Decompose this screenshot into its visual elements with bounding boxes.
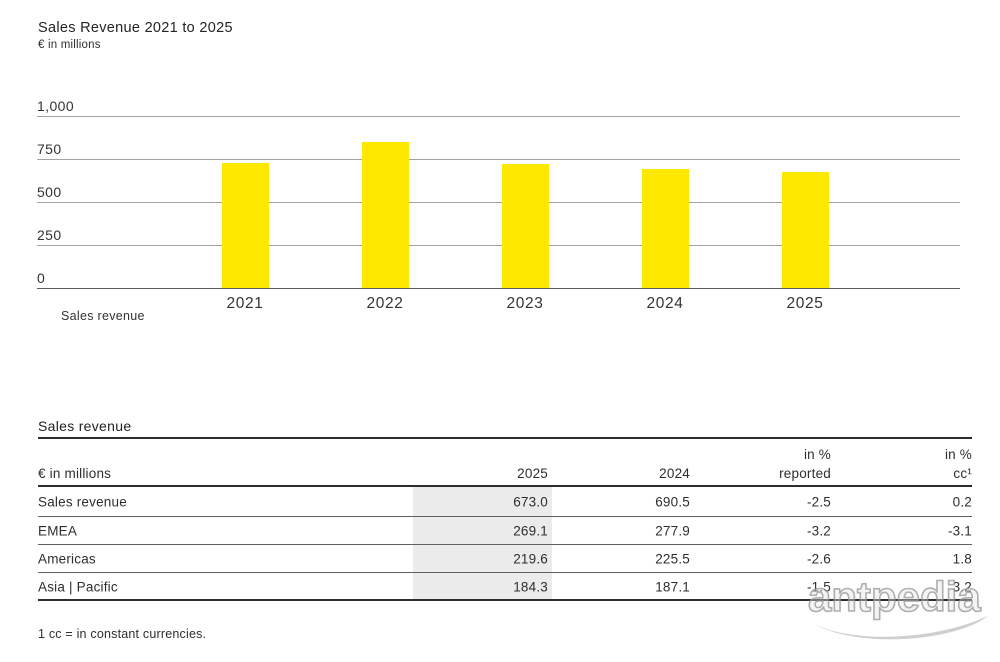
- cell-pct_reported: -2.6: [806, 551, 831, 566]
- y-axis-tick-label: 500: [37, 184, 62, 200]
- header-pct-reported-line2: reported: [779, 466, 831, 481]
- bar-2025: [782, 172, 829, 288]
- cell-y2024: 225.5: [655, 551, 690, 566]
- legend-swatch-yellow: [39, 311, 50, 322]
- y-axis-tick-label: 250: [37, 227, 62, 243]
- y-axis-tick-label: 0: [37, 270, 46, 286]
- chart-legend: Sales revenue: [39, 309, 145, 323]
- cell-pct_reported: -1.5: [806, 579, 831, 594]
- cell-pct_cc: 1.8: [952, 551, 972, 566]
- cell-y2025: 673.0: [513, 494, 548, 509]
- row-label: Americas: [38, 551, 96, 566]
- row-separator: [38, 572, 972, 573]
- header-col-2025: 2025: [517, 466, 548, 481]
- table-top-rule: [38, 437, 972, 439]
- chart-unit-label: € in millions: [38, 39, 101, 51]
- y-gridline: [37, 116, 960, 117]
- legend-label: Sales revenue: [61, 309, 145, 323]
- column-highlight-2025: [413, 487, 552, 599]
- table-bottom-rule: [38, 599, 972, 601]
- table-footnote: 1 cc = in constant currencies.: [38, 627, 207, 641]
- x-axis-line: [37, 288, 960, 289]
- header-col-2024: 2024: [659, 466, 690, 481]
- bar-2022: [362, 142, 409, 288]
- cell-pct_cc: 0.2: [952, 494, 972, 509]
- row-label: Asia | Pacific: [38, 579, 118, 594]
- chart-title: Sales Revenue 2021 to 2025: [38, 20, 233, 36]
- y-axis-tick-label: 1,000: [37, 98, 75, 114]
- bar-2023: [502, 164, 549, 288]
- header-pct-cc-line2: cc¹: [953, 466, 972, 481]
- header-pct-reported-line1: in %: [803, 447, 831, 462]
- x-axis-label-2025: 2025: [786, 295, 824, 312]
- row-label: EMEA: [38, 523, 78, 538]
- cell-y2025: 269.1: [513, 523, 548, 538]
- cell-pct_cc: -3.1: [947, 523, 972, 538]
- cell-pct_cc: 3.2: [952, 579, 972, 594]
- y-gridline: [37, 245, 960, 246]
- y-axis-tick-label: 750: [37, 141, 62, 157]
- row-separator: [38, 516, 972, 517]
- table-row: Sales revenue 673.0 690.5 -2.5 0.2: [38, 488, 972, 515]
- x-axis-label-2024: 2024: [646, 295, 684, 312]
- cell-y2024: 690.5: [655, 494, 690, 509]
- cell-pct_reported: -3.2: [806, 523, 831, 538]
- cell-y2025: 219.6: [513, 551, 548, 566]
- y-gridline: [37, 159, 960, 160]
- table-title: Sales revenue: [38, 418, 132, 434]
- bar-2021: [222, 163, 269, 288]
- sales-revenue-table: Sales revenue in % in % € in millions 20…: [38, 418, 972, 650]
- bar-chart: 1,000 750 500 250 0 2021 2022 2023 2024 2025: [37, 98, 960, 312]
- x-axis-label-2022: 2022: [366, 295, 404, 312]
- y-gridline: [37, 202, 960, 203]
- cell-pct_reported: -2.5: [806, 494, 831, 509]
- header-pct-cc-line1: in %: [944, 447, 972, 462]
- x-axis-label-2023: 2023: [506, 295, 544, 312]
- cell-y2024: 187.1: [655, 579, 690, 594]
- table-header-rule: [38, 485, 972, 487]
- cell-y2025: 184.3: [513, 579, 548, 594]
- table-row: Americas 219.6 225.5 -2.6 1.8: [38, 545, 972, 572]
- x-axis-label-2021: 2021: [226, 295, 264, 312]
- row-label: Sales revenue: [38, 494, 127, 509]
- row-separator: [38, 544, 972, 545]
- table-row: Asia | Pacific 184.3 187.1 -1.5 3.2: [38, 573, 972, 600]
- header-unit-label: € in millions: [38, 466, 112, 481]
- table-row: EMEA 269.1 277.9 -3.2 -3.1: [38, 517, 972, 544]
- cell-y2024: 277.9: [655, 523, 690, 538]
- bar-2024: [642, 169, 689, 288]
